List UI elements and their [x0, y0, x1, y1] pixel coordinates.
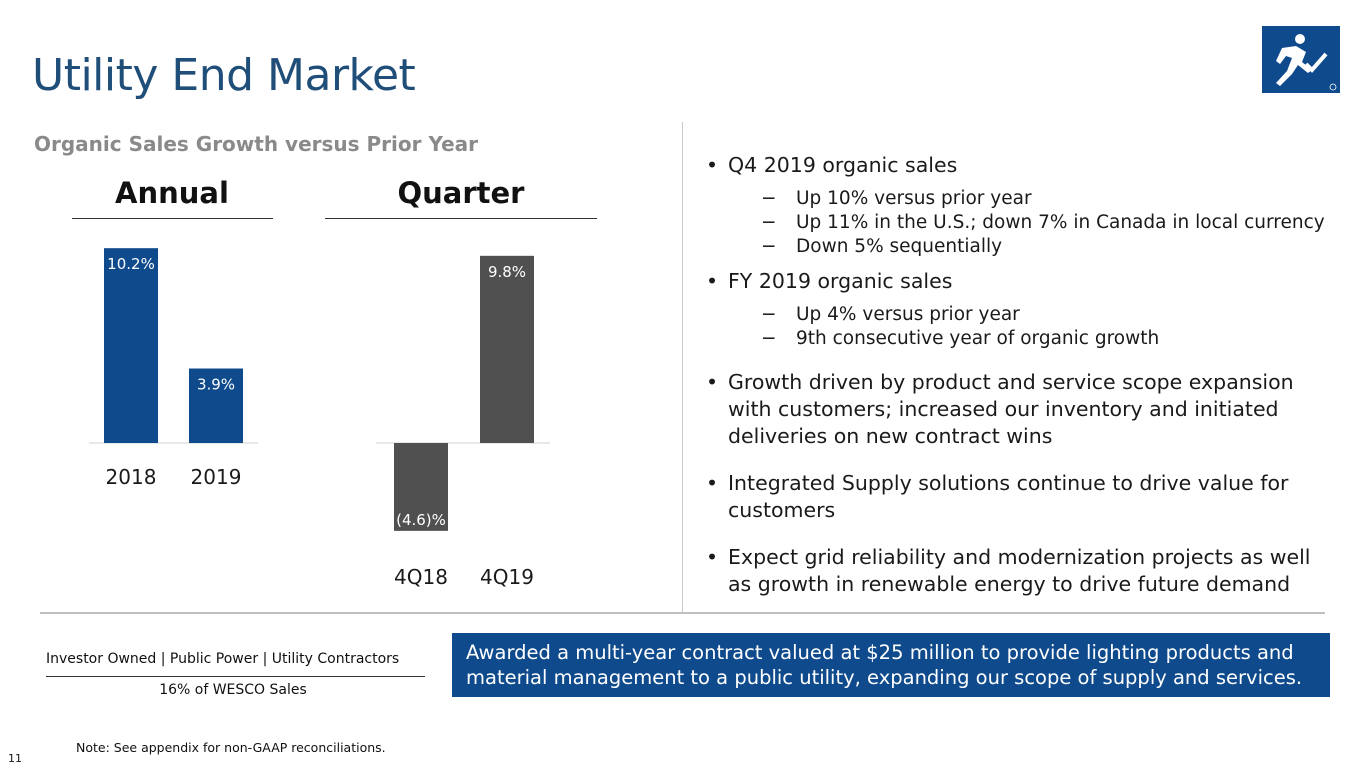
- customer-segments: Investor Owned | Public Power | Utility …: [46, 651, 400, 667]
- sub-bullet: − Up 10% versus prior year: [761, 188, 1032, 209]
- slide-title: Utility End Market: [32, 50, 416, 101]
- quarter-header: Quarter: [397, 176, 525, 210]
- bullet-list: • Q4 2019 organic sales − Up 10% versus pr…: [706, 152, 1336, 598]
- organic-growth-charts: 10.2% 2018 3.9% 2019 (4.6)% 4Q18 9.8% 4Q19: [89, 248, 550, 589]
- sub-bullet: −9th consecutive year of organic growth: [761, 328, 1160, 349]
- sub-bullet: − Up 4% versus prior year: [761, 304, 1020, 325]
- vertical-divider: [682, 122, 683, 612]
- data-label: 10.2%: [107, 255, 155, 273]
- bar-2019: [189, 368, 243, 443]
- category-label: 4Q19: [480, 565, 534, 589]
- sub-bullet: − Up 11% in the U.S.; down 7% in Canada i…: [761, 212, 1325, 233]
- category-label: 4Q18: [394, 565, 448, 589]
- bullet-outlook: • Expect grid reliability and modernizati…: [706, 545, 1311, 596]
- segments-rule: [46, 676, 425, 677]
- bullet-fy: • FY 2019 organic sales: [706, 269, 953, 293]
- category-label: 2018: [106, 465, 157, 489]
- data-label: 3.9%: [197, 376, 235, 394]
- sales-share: 16% of WESCO Sales: [159, 682, 307, 698]
- footnote: Note: See appendix for non-GAAP reconcil…: [76, 740, 386, 755]
- quarter-header-rule: [325, 218, 597, 219]
- bullet-integrated-supply: • Integrated Supply solutions continue to…: [706, 471, 1289, 522]
- annual-header-rule: [72, 218, 273, 219]
- annual-header: Annual: [115, 176, 229, 210]
- data-label: 9.8%: [488, 263, 526, 281]
- bar-4Q18: [394, 443, 448, 531]
- bullet-q4: • Q4 2019 organic sales: [706, 153, 958, 177]
- data-label: (4.6)%: [396, 511, 446, 529]
- runner-check-logo-icon: [1276, 34, 1337, 91]
- contract-callout: Awarded a multi-year contract valued at …: [452, 633, 1330, 697]
- company-logo: [1262, 26, 1340, 93]
- horizontal-divider: [40, 612, 1325, 614]
- page-number: 11: [8, 752, 22, 765]
- bullet-growth-drivers: • Growth driven by product and service sc…: [706, 370, 1294, 448]
- chart-subtitle: Organic Sales Growth versus Prior Year: [34, 132, 479, 156]
- bar-2018: [104, 248, 158, 443]
- sub-bullet: − Down 5% sequentially: [761, 236, 1003, 257]
- bar-4Q19: [480, 255, 534, 443]
- category-label: 2019: [191, 465, 242, 489]
